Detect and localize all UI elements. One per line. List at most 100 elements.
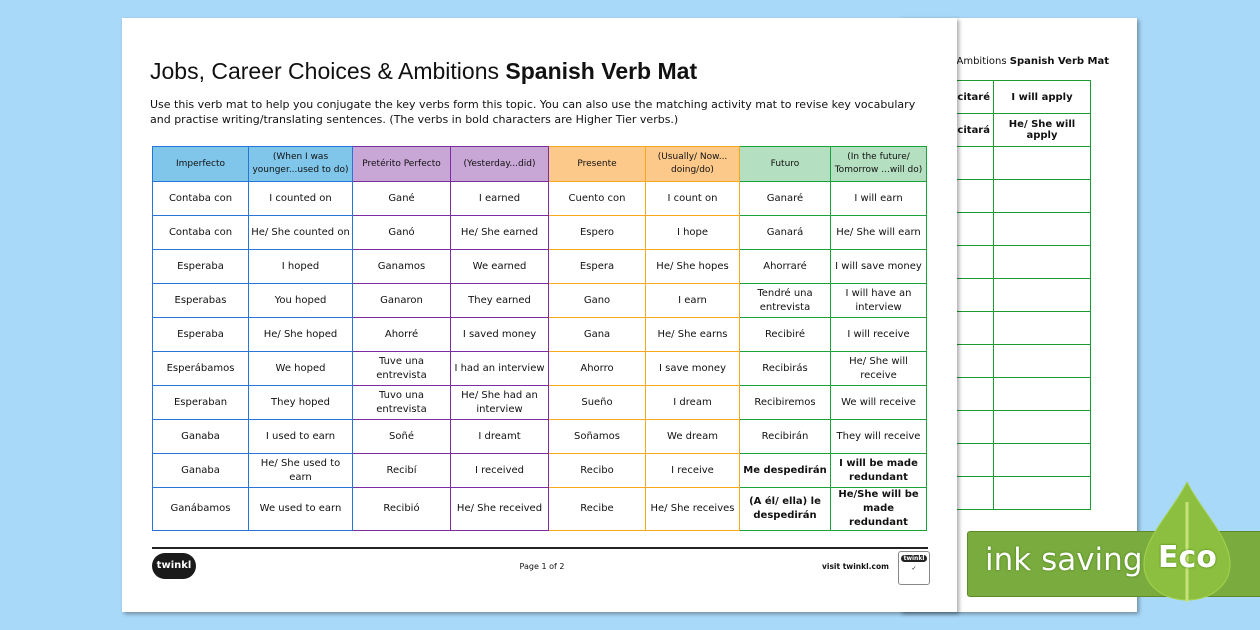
table-row: Contaba con He/ She counted on Ganó He/ She… <box>152 215 927 250</box>
column-header: (When I was younger...used to do) <box>248 146 353 182</box>
back-table-cell <box>993 179 1091 213</box>
table-cell: They earned <box>450 283 549 318</box>
table-cell: He/ She counted on <box>248 215 353 250</box>
table-cell: I will save money <box>830 249 927 284</box>
footer-divider <box>152 547 928 549</box>
table-cell: Esperabas <box>152 283 249 318</box>
table-cell: Contaba con <box>152 215 249 250</box>
back-table-row: icitará He/ She will apply <box>940 113 1091 147</box>
table-cell: Recibiremos <box>739 385 831 420</box>
table-row: Esperabas You hoped Ganaron They earned Gano… <box>152 283 927 318</box>
table-cell: Ahorro <box>548 351 646 386</box>
table-cell: We earned <box>450 249 549 284</box>
back-table-row <box>940 410 1091 444</box>
ink-saving-label: ink saving <box>985 542 1143 578</box>
table-cell: He/ She earns <box>645 317 740 352</box>
table-cell: Espero <box>548 215 646 250</box>
table-header-row: Imperfecto (When I was younger...used to … <box>152 146 927 182</box>
table-cell: I counted on <box>248 181 353 216</box>
table-cell: He/ She received <box>450 487 549 531</box>
table-row: Ganaba I used to earn Soñé I dreamt Soñamos W… <box>152 419 927 454</box>
table-cell: Cuento con <box>548 181 646 216</box>
back-table-cell <box>993 377 1091 411</box>
back-page-title: oices & Ambitions Spanish Verb Mat <box>916 56 1109 67</box>
table-cell: Esperaban <box>152 385 249 420</box>
table-cell: Tuve una entrevista <box>352 351 451 386</box>
visit-link[interactable]: visit twinkl.com <box>822 562 889 571</box>
table-cell: You hoped <box>248 283 353 318</box>
back-table-cell <box>993 476 1091 510</box>
table-cell: I received <box>450 453 549 488</box>
column-header: Imperfecto <box>152 146 249 182</box>
table-cell: He/ She had an interview <box>450 385 549 420</box>
table-cell: He/ She receives <box>645 487 740 531</box>
table-cell: I earn <box>645 283 740 318</box>
table-cell: He/ She hopes <box>645 249 740 284</box>
table-cell: Tendré una entrevista <box>739 283 831 318</box>
column-header: (In the future/ Tomorrow ...will do) <box>830 146 927 182</box>
back-table-row <box>940 146 1091 180</box>
leaf-icon <box>1143 482 1231 602</box>
table-cell: Gano <box>548 283 646 318</box>
table-cell: He/ She used to earn <box>248 453 353 488</box>
back-table-cell <box>993 146 1091 180</box>
table-row: Esperaba I hoped Ganamos We earned Espera He/… <box>152 249 927 284</box>
table-cell: He/ She hoped <box>248 317 353 352</box>
table-cell: Recibirás <box>739 351 831 386</box>
table-cell: Gané <box>352 181 451 216</box>
table-cell: Sueño <box>548 385 646 420</box>
table-cell: I will earn <box>830 181 927 216</box>
table-cell: Espera <box>548 249 646 284</box>
table-cell: I dreamt <box>450 419 549 454</box>
table-cell: I will have an interview <box>830 283 927 318</box>
column-header: Pretérito Perfecto <box>352 146 451 182</box>
table-row: Esperábamos We hoped Tuve una entrevista I … <box>152 351 927 386</box>
front-page: Jobs, Career Choices & Ambitions Spanish… <box>122 18 957 612</box>
back-table-row <box>940 278 1091 312</box>
column-header: Futuro <box>739 146 831 182</box>
back-table-cell: He/ She will apply <box>993 113 1091 147</box>
table-cell: Ganaré <box>739 181 831 216</box>
intro-text: Use this verb mat to help you conjugate … <box>150 98 916 126</box>
table-cell: Recibirán <box>739 419 831 454</box>
column-header: (Yesterday...did) <box>450 146 549 182</box>
table-cell: I had an interview <box>450 351 549 386</box>
table-cell: Soñamos <box>548 419 646 454</box>
table-cell: I dream <box>645 385 740 420</box>
table-cell: We hoped <box>248 351 353 386</box>
column-header: Presente <box>548 146 646 182</box>
quality-badge-icon: twinkl ✓ <box>898 551 930 585</box>
table-cell: Me despedirán <box>739 453 831 488</box>
table-cell: Ganaron <box>352 283 451 318</box>
verb-table: Imperfecto (When I was younger...used to … <box>152 146 927 531</box>
twinkl-logo: twinkl <box>152 553 196 579</box>
table-cell: We dream <box>645 419 740 454</box>
page-number: Page 1 of 2 <box>519 562 565 571</box>
table-row: Esperaban They hoped Tuvo una entrevista He… <box>152 385 927 420</box>
table-cell: Ahorré <box>352 317 451 352</box>
table-cell: Recibiré <box>739 317 831 352</box>
table-cell: He/ She will receive <box>830 351 927 386</box>
table-cell: He/ She will earn <box>830 215 927 250</box>
back-table-cell <box>993 410 1091 444</box>
table-cell: I will be made redundant <box>830 453 927 488</box>
back-table-row <box>940 311 1091 345</box>
table-cell: I hoped <box>248 249 353 284</box>
table-cell: I earned <box>450 181 549 216</box>
back-table-row <box>940 179 1091 213</box>
table-cell: Ahorraré <box>739 249 831 284</box>
table-cell: Contaba con <box>152 181 249 216</box>
back-table-cell <box>993 443 1091 477</box>
table-cell: I saved money <box>450 317 549 352</box>
table-cell: Esperaba <box>152 317 249 352</box>
table-cell: Ganó <box>352 215 451 250</box>
table-cell: Tuvo una entrevista <box>352 385 451 420</box>
table-cell: We will receive <box>830 385 927 420</box>
table-cell: They hoped <box>248 385 353 420</box>
table-cell: Recibí <box>352 453 451 488</box>
back-table-cell: I will apply <box>993 80 1091 114</box>
table-cell: Ganábamos <box>152 487 249 531</box>
table-cell: I count on <box>645 181 740 216</box>
table-cell: He/She will be made redundant <box>830 487 927 531</box>
back-table-row <box>940 212 1091 246</box>
